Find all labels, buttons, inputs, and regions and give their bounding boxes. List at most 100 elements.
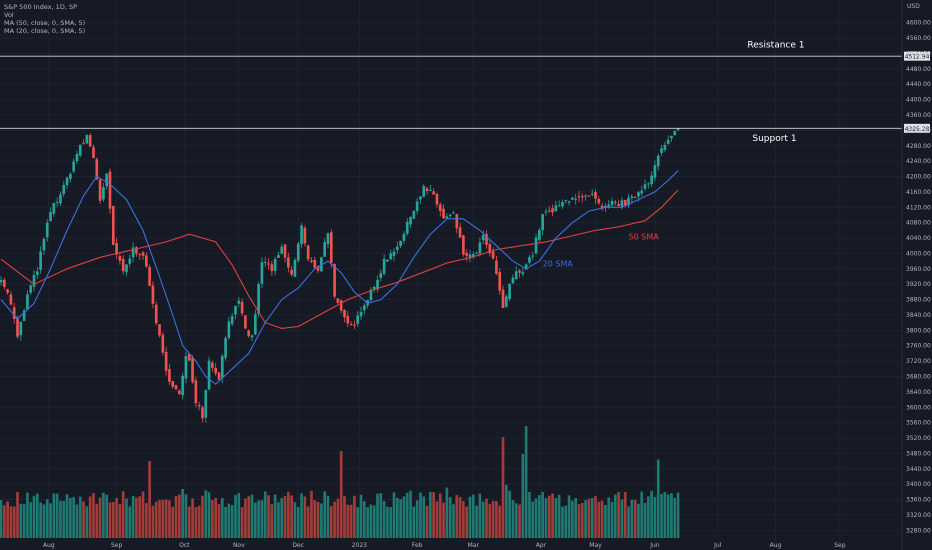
candle-body: [429, 189, 432, 191]
candle-body: [425, 188, 429, 192]
candle-body: [207, 360, 211, 390]
volume-bar: [69, 497, 72, 538]
candle-body: [580, 196, 584, 198]
candle-body: [224, 338, 227, 358]
volume-bar: [660, 493, 663, 538]
price-tick-label: 4040.00: [906, 235, 931, 242]
candle-body: [2, 279, 6, 287]
candle-body: [250, 335, 254, 338]
volume-bar: [557, 494, 561, 538]
volume-bar: [346, 504, 350, 538]
volume-bar: [372, 505, 376, 538]
candle-body: [9, 294, 13, 305]
candle-body: [630, 196, 634, 199]
volume-bar: [511, 500, 515, 538]
candle-body: [283, 244, 287, 258]
candle-body: [29, 285, 33, 293]
candle-body: [518, 270, 521, 273]
volume-bar: [587, 498, 591, 538]
legend-symbol[interactable]: S&P 500 Index, 1D, SP: [4, 3, 77, 11]
candle-body: [260, 262, 264, 284]
volume-bar: [154, 501, 158, 538]
candle-body: [524, 264, 528, 270]
volume-bar: [290, 495, 293, 538]
grid: [0, 0, 902, 540]
currency-label: USD: [907, 3, 920, 10]
volume-bar: [197, 505, 201, 538]
candle-body: [501, 289, 505, 308]
candle-body: [121, 258, 125, 272]
support-1-label: Support 1: [752, 134, 796, 144]
candle-body: [448, 214, 452, 216]
candle-body: [415, 201, 419, 212]
volume-bar: [359, 494, 363, 538]
candle-body: [49, 212, 52, 222]
candle-body: [666, 140, 670, 144]
candle-body: [481, 235, 485, 241]
candle-body: [72, 161, 75, 172]
volume-bar: [607, 497, 611, 538]
candle-body: [531, 255, 535, 257]
volume-bar: [653, 496, 657, 538]
price-tick-label: 4240.00: [906, 158, 931, 165]
volume-bar: [303, 496, 307, 538]
candle-body: [148, 266, 151, 286]
volume-bar: [402, 496, 406, 538]
volume-bar: [174, 496, 178, 538]
candle-body: [204, 390, 208, 418]
candle-body: [306, 245, 310, 260]
legend-ma20[interactable]: MA (20, close, 0, SMA, 5): [4, 27, 86, 35]
legend-ma50[interactable]: MA (50, close, 0, SMA, 5): [4, 19, 86, 27]
volume-bar: [316, 502, 320, 538]
volume-bar: [567, 495, 571, 538]
candle-body: [69, 173, 72, 179]
volume-bar: [485, 498, 488, 538]
volume-bar: [230, 505, 234, 538]
volume-bar: [32, 495, 36, 538]
volume-bar: [98, 497, 102, 538]
price-tick-label: 4080.00: [906, 220, 931, 227]
volume-bar: [29, 502, 33, 538]
time-tick-label: Sep: [111, 542, 123, 549]
price-tick-label: 4320.00: [906, 127, 931, 134]
candle-body: [396, 246, 399, 250]
candle-body: [419, 196, 422, 200]
volume-bar: [326, 495, 330, 538]
volume-bar: [207, 492, 211, 538]
volume-bar: [501, 437, 505, 538]
legend-volume[interactable]: Vol: [4, 11, 14, 19]
candle-body: [564, 200, 568, 202]
candle-body: [600, 205, 604, 209]
price-tick-label: 3920.00: [906, 281, 931, 288]
candle-body: [326, 233, 330, 245]
volume-bar: [353, 495, 356, 538]
candle-body: [88, 135, 92, 147]
candle-body: [412, 210, 416, 219]
candle-body: [263, 262, 267, 264]
candle-body: [45, 222, 49, 238]
volume-bar: [253, 502, 257, 538]
candle-body: [42, 238, 46, 251]
volume-bar: [382, 500, 386, 538]
volume-bar: [306, 506, 310, 538]
volume-bar: [260, 500, 264, 538]
volume-bar: [613, 494, 617, 538]
volume-bar: [12, 506, 16, 538]
volume-bar: [320, 503, 323, 538]
volume-bar: [432, 492, 435, 538]
volume-bar: [422, 496, 426, 538]
candle-body: [514, 271, 518, 280]
volume-bar: [676, 492, 680, 538]
time-tick-label: Nov: [233, 542, 245, 549]
volume-bar: [584, 500, 587, 538]
candle-body: [409, 216, 412, 225]
candle-body: [240, 301, 244, 314]
time-tick-label: Jun: [649, 542, 660, 549]
candle-body: [290, 269, 293, 275]
candle-body: [455, 213, 459, 229]
volume-bar: [650, 490, 653, 538]
volume-bar: [604, 505, 607, 538]
volume-bar: [277, 502, 280, 538]
